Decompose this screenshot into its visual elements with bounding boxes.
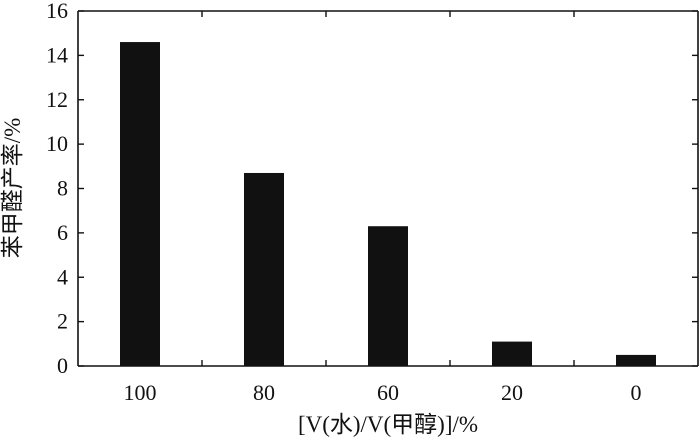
bar-series xyxy=(120,42,656,366)
y-tick-label: 6 xyxy=(57,220,68,245)
x-tick-label: 0 xyxy=(631,380,642,405)
bar xyxy=(120,42,160,366)
y-axis-ticks: 0 2 4 6 8 10 12 14 16 xyxy=(46,0,698,378)
x-tick-label: 20 xyxy=(501,380,523,405)
x-tick-label: 60 xyxy=(377,380,399,405)
bar xyxy=(616,354,656,366)
y-axis-title: 苯甲醛产率/% xyxy=(0,118,25,259)
y-tick-label: 16 xyxy=(46,0,68,23)
y-tick-label: 12 xyxy=(46,87,68,112)
y-tick-label: 4 xyxy=(57,264,68,289)
x-axis-ticks: 100 80 60 20 0 xyxy=(124,11,642,405)
y-tick-label: 0 xyxy=(57,353,68,378)
x-tick-label: 100 xyxy=(124,380,157,405)
bar xyxy=(492,341,532,366)
y-tick-label: 14 xyxy=(46,42,68,67)
y-tick-label: 8 xyxy=(57,176,68,201)
bar xyxy=(368,226,408,366)
y-tick-label: 2 xyxy=(57,309,68,334)
x-axis-title: [V(水)/V(甲醇)]/% xyxy=(298,412,478,437)
x-tick-label: 80 xyxy=(253,380,275,405)
y-tick-label: 10 xyxy=(46,131,68,156)
bar xyxy=(244,172,284,366)
